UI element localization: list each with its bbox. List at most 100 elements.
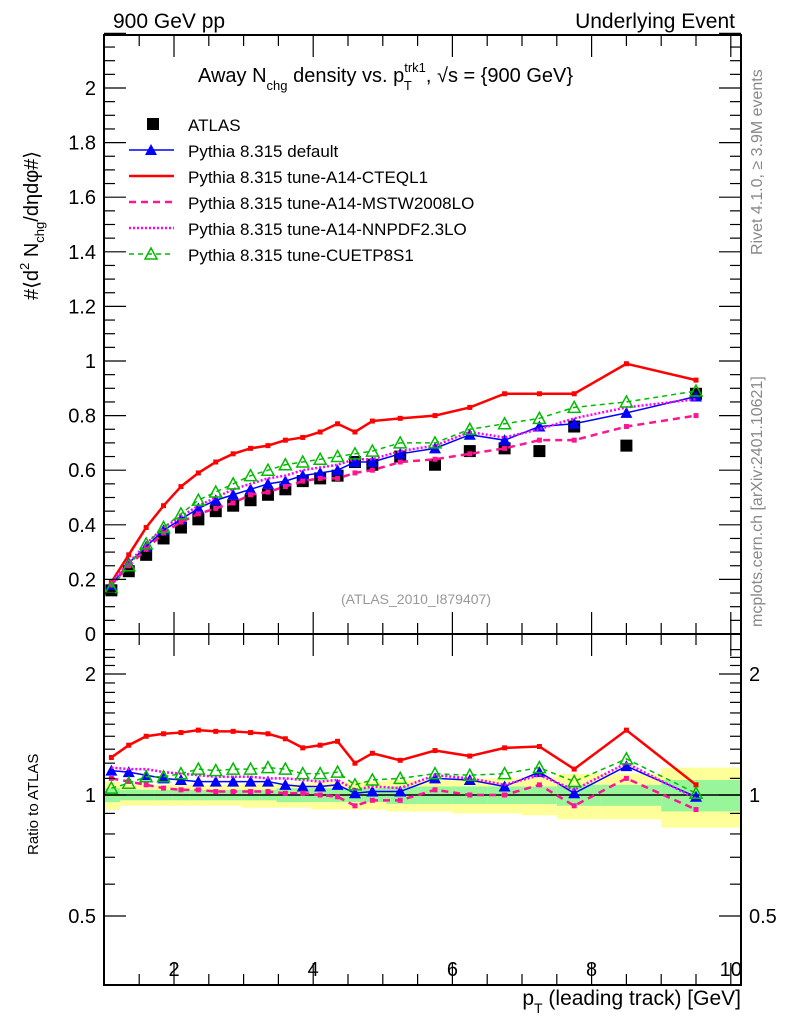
ratio-point [571, 766, 577, 772]
legend-label: ATLAS [188, 116, 241, 135]
series-point [620, 406, 633, 418]
legend-entry: Pythia 8.315 tune-A14-CTEQL1 [129, 168, 428, 187]
series-pythia-8-315-default [105, 390, 702, 590]
ratio-point [568, 787, 581, 799]
series-point [265, 489, 271, 495]
series-point [314, 466, 327, 478]
ratio-point [279, 778, 292, 790]
ratio-y-tick-label: 1 [85, 785, 96, 807]
ratio-point [108, 754, 114, 760]
series-point [623, 424, 629, 430]
ratio-line [110, 728, 697, 786]
ratio-point [122, 766, 135, 778]
series-point [279, 475, 292, 487]
legend-label: Pythia 8.315 tune-A14-NNPDF2.3LO [188, 220, 467, 239]
ratio-point [282, 790, 288, 796]
series-point [571, 437, 577, 443]
series-pythia-8-315-tune-a14-mstw2008lo [108, 413, 699, 588]
xlabel-post: (leading track) [GeV] [543, 987, 741, 1010]
ratio-point [335, 738, 341, 744]
ratio-point [397, 797, 403, 803]
legend-entry: ATLAS [147, 116, 241, 135]
ratio-point [296, 780, 309, 792]
legend-marker-atlas [147, 118, 159, 130]
series-point [248, 492, 254, 498]
series-point [394, 447, 407, 459]
xlabel-pre: p [522, 987, 534, 1010]
x-tick-label: 2 [168, 959, 179, 981]
ylabel-sub: chg [32, 222, 47, 243]
ratio-point [265, 731, 271, 737]
series-point [156, 519, 171, 534]
series-point [317, 475, 323, 481]
ratio-point [161, 731, 167, 737]
series-point [352, 429, 358, 435]
ratio-point [244, 775, 257, 787]
ratio-point [104, 780, 119, 794]
series-point [195, 470, 201, 476]
series-point [312, 451, 328, 466]
series-point [330, 448, 345, 463]
ratio-point [623, 775, 629, 781]
series-point [335, 475, 341, 481]
y-tick-label: 0.4 [68, 515, 96, 537]
series-point [536, 391, 542, 397]
ratio-point [571, 803, 577, 809]
atlas-data-point [620, 439, 633, 452]
atlas-data-point [140, 548, 153, 561]
series-point [230, 500, 236, 506]
ylabel-pre: #⟨d [21, 270, 43, 300]
ratio-point [369, 797, 375, 803]
ratio-point [352, 760, 358, 766]
y-tick-label: 0.6 [68, 460, 96, 482]
ratio-point [143, 733, 149, 739]
ratio-point [620, 760, 633, 772]
ratio-point [467, 753, 473, 759]
series-point [260, 462, 276, 476]
series-point [244, 483, 257, 495]
ratio-y-tick-label-right: 2 [749, 664, 760, 686]
legend-entry: Pythia 8.315 tune-A14-MSTW2008LO [129, 194, 474, 213]
series-point [261, 477, 274, 489]
ratio-point [335, 794, 341, 800]
series-point [693, 413, 699, 419]
series-point [502, 391, 508, 397]
ratio-point [314, 780, 327, 792]
ratio-y-tick-label-right: 1 [749, 785, 760, 807]
series-point [192, 502, 205, 514]
series-point [688, 383, 704, 397]
y-tick-label: 1.4 [68, 242, 96, 264]
ratio-point [105, 764, 118, 776]
ratio-point [623, 727, 629, 733]
header-left: 900 GeV pp [113, 10, 225, 33]
series-point [532, 410, 547, 425]
series-point [498, 434, 511, 446]
series-line [110, 395, 697, 586]
ratio-y-tick-label: 2 [85, 664, 96, 686]
ratio-point [566, 773, 582, 788]
series-point [352, 470, 358, 476]
main-title: Away Nchg density vs. ptrk1 T , √s = {900 … [198, 60, 573, 93]
ratio-point [331, 778, 344, 790]
series-point [502, 445, 508, 451]
series-point [213, 459, 219, 465]
ratio-point [265, 789, 271, 795]
series-point [432, 456, 438, 462]
x-tick-label: 4 [308, 959, 319, 981]
ratio-point [300, 745, 306, 751]
series-point [536, 437, 542, 443]
series-point [243, 468, 258, 482]
ratio-point [619, 751, 634, 765]
ratio-point [161, 785, 167, 791]
series-pythia-8-315-tune-a14-nnpdf2-3lo [110, 397, 697, 583]
series-point [365, 443, 380, 457]
legend-marker [145, 144, 157, 155]
series-point [427, 435, 443, 449]
ratio-point [213, 789, 219, 795]
legend-label: Pythia 8.315 tune-A14-CTEQL1 [188, 168, 428, 187]
series-point [369, 418, 375, 424]
rivet-version-label: Rivet 4.1.0, ≥ 3.9M events [749, 69, 766, 255]
ratio-point [243, 761, 258, 775]
title-sub1: chg [267, 78, 288, 93]
